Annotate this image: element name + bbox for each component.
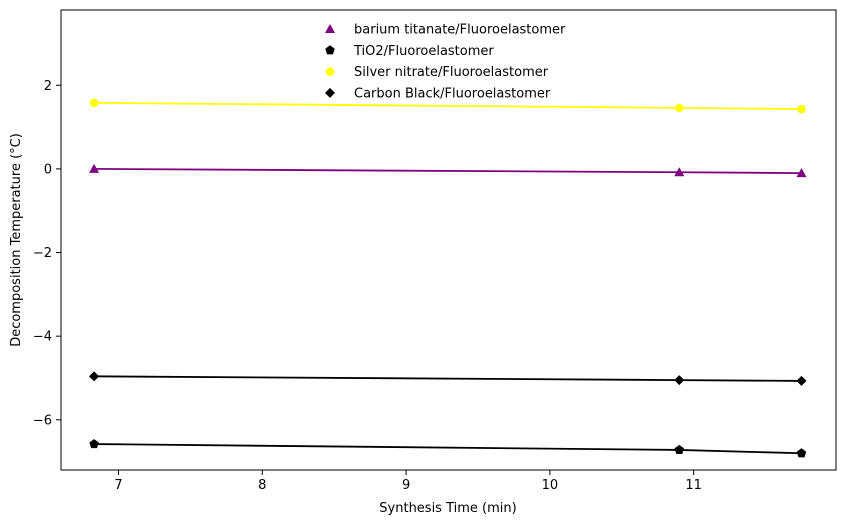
x-tick-label: 11 xyxy=(685,478,702,493)
y-axis-label: Decomposition Temperature (°C) xyxy=(9,133,24,347)
x-tick-label: 9 xyxy=(402,478,410,493)
legend-marker xyxy=(325,24,335,33)
data-point xyxy=(89,163,100,173)
y-axis-ticks: −6 −4 −2 0 2 xyxy=(33,79,61,428)
legend-label: Silver nitrate/Fluoroelastomer xyxy=(354,65,549,80)
y-tick-label: 2 xyxy=(44,79,52,94)
x-tick-label: 10 xyxy=(542,478,559,493)
data-point xyxy=(674,375,685,386)
y-tick-label: −6 xyxy=(33,413,52,428)
y-tick-label: −2 xyxy=(33,246,52,261)
legend-label: barium titanate/Fluoroelastomer xyxy=(354,23,566,38)
x-axis-label: Synthesis Time (min) xyxy=(379,501,516,516)
data-point xyxy=(89,371,100,382)
series-markers xyxy=(89,98,807,458)
data-point xyxy=(674,167,685,177)
data-point xyxy=(89,439,99,449)
legend-label: TiO2/Fluoroelastomer xyxy=(353,44,494,59)
data-point xyxy=(674,444,685,454)
legend-label: Carbon Black/Fluoroelastomer xyxy=(354,86,551,101)
y-tick-label: 0 xyxy=(44,162,52,177)
plot-area xyxy=(60,9,837,471)
data-point xyxy=(797,104,806,114)
data-point xyxy=(796,375,807,386)
legend-marker xyxy=(325,45,335,55)
x-axis-ticks: 7 8 9 10 11 xyxy=(114,470,702,493)
data-point xyxy=(796,168,807,178)
legend: barium titanate/Fluoroelastomer TiO2/Fluo… xyxy=(325,23,566,101)
data-point xyxy=(796,448,807,458)
legend-marker xyxy=(325,87,335,98)
legend-marker xyxy=(325,67,335,76)
data-point xyxy=(675,103,684,113)
x-tick-label: 7 xyxy=(114,478,122,493)
data-point xyxy=(89,98,99,108)
y-tick-label: −4 xyxy=(33,330,52,345)
x-tick-label: 8 xyxy=(258,478,266,493)
